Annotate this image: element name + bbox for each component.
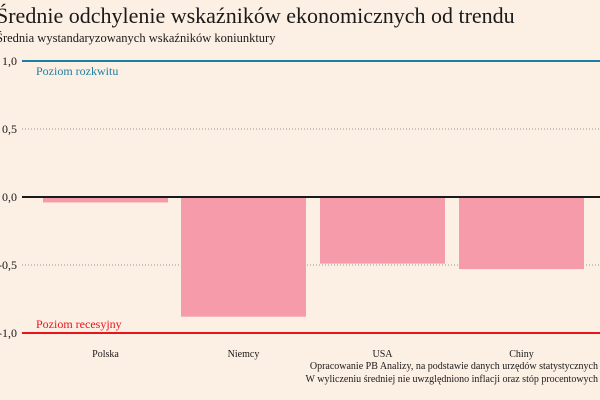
method-note: W wyliczeniu średniej nie uwzględniono i… [305,374,599,385]
y-tick-label: -0,5 [0,258,17,272]
bar-usa [320,197,445,264]
x-tick-label: Polska [92,349,119,360]
bar-chiny [459,197,584,270]
y-tick-label: 0,0 [2,190,17,204]
bar-niemcy [181,197,306,317]
x-tick-label: Chiny [509,349,533,360]
x-tick-label: USA [372,349,393,360]
source-note: Opracowanie PB Analizy, na podstawie dan… [309,361,598,372]
reference-label: Poziom recesyjny [36,317,122,331]
reference-label: Poziom rozkwitu [36,64,118,78]
y-tick-label: -1,0 [0,326,17,340]
y-tick-label: 0,5 [2,122,17,136]
bar-polska [43,197,168,203]
x-tick-label: Niemcy [228,349,260,360]
chart-subtitle: Średnia wystandaryzowanych wskaźników ko… [0,31,276,45]
y-tick-label: 1,0 [2,54,17,68]
chart-title: Średnie odchylenie wskaźników ekonomiczn… [0,3,515,28]
